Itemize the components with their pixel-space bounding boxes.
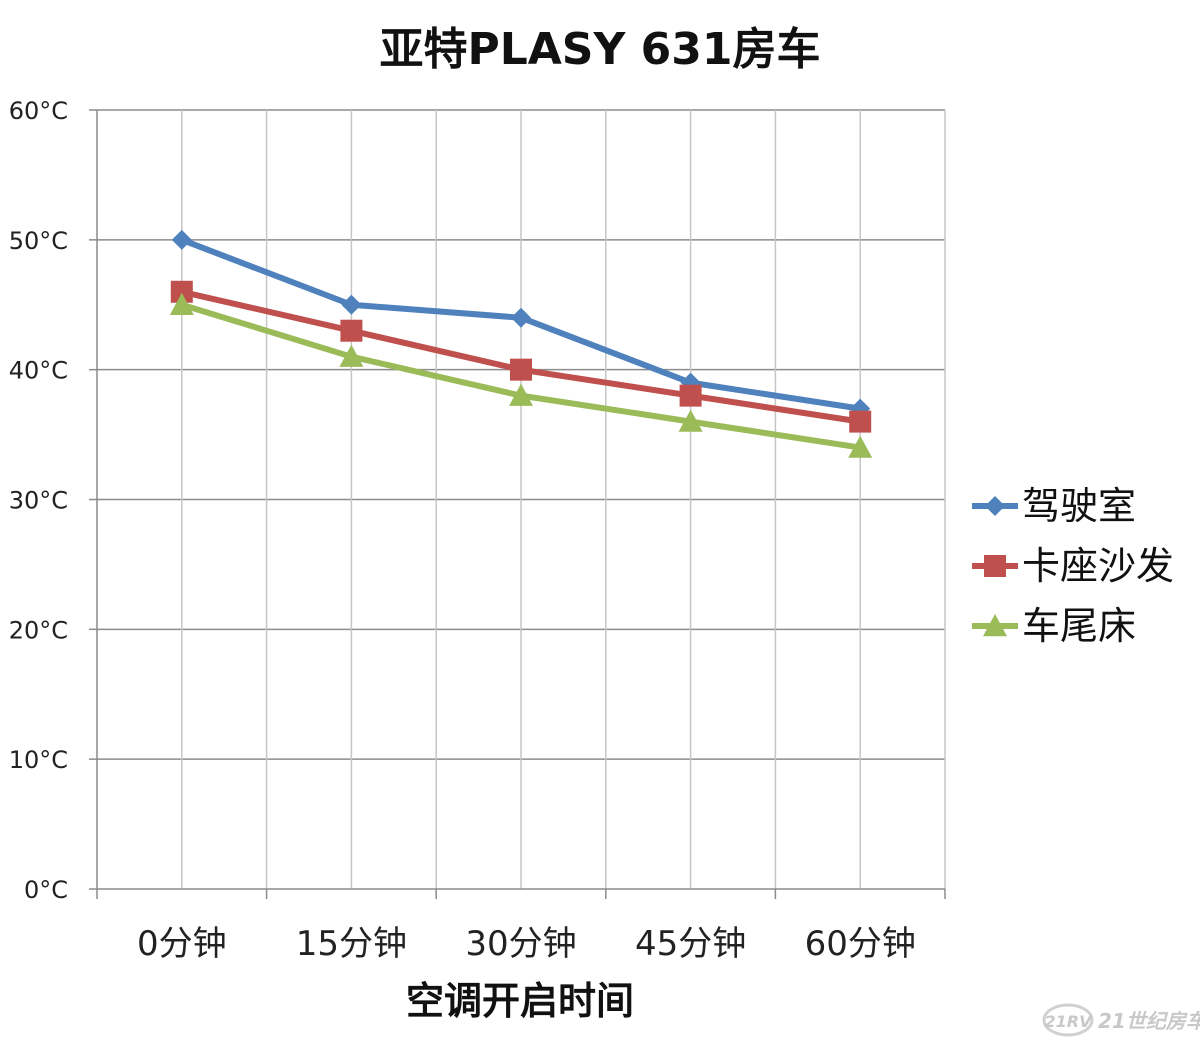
series-3	[169, 292, 873, 458]
y-tick-label: 10°C	[9, 746, 68, 774]
legend-item: 驾驶室	[972, 484, 1136, 528]
data-point	[679, 384, 702, 407]
watermark-text: 21世纪房车	[1098, 1009, 1200, 1033]
data-point	[169, 292, 194, 315]
legend-item: 卡座沙发	[972, 544, 1174, 588]
chart-title: 亚特PLASY 631房车	[379, 24, 820, 75]
data-point	[170, 280, 193, 303]
series-layer	[169, 229, 873, 458]
data-point	[340, 319, 363, 342]
data-point	[171, 229, 192, 250]
x-tick-label: 30分钟	[465, 924, 576, 964]
y-tick-label: 50°C	[9, 227, 68, 255]
y-tick-label: 20°C	[9, 616, 68, 644]
data-point	[510, 358, 532, 381]
watermark-logo: 21RV 21世纪房车	[1042, 1003, 1200, 1037]
legend-label: 卡座沙发	[1022, 544, 1174, 588]
series-2	[170, 280, 872, 433]
x-tick-label: 45分钟	[635, 924, 746, 964]
data-point	[341, 294, 362, 315]
legend-label: 驾驶室	[1022, 484, 1136, 528]
y-tick-label: 0°C	[24, 876, 68, 904]
y-axis-ticks: 0°C 10°C 20°C 30°C 40°C 50°C 60°C	[9, 97, 97, 904]
data-point	[509, 383, 533, 406]
legend-item: 车尾床	[972, 604, 1136, 648]
x-tick-label: 15分钟	[296, 924, 407, 964]
watermark-ring-icon	[1042, 1003, 1094, 1037]
y-tick-label: 30°C	[9, 487, 68, 515]
x-tick-label: 0分钟	[137, 924, 227, 964]
data-point	[848, 435, 873, 458]
legend-marker	[985, 496, 1005, 516]
data-point	[339, 344, 364, 367]
legend-marker	[984, 555, 1006, 577]
x-axis-title: 空调开启时间	[406, 979, 634, 1023]
x-tick-label: 60分钟	[805, 924, 916, 964]
data-point	[511, 307, 531, 328]
x-axis-ticks: 0分钟 15分钟 30分钟 45分钟 60分钟	[96, 889, 946, 964]
grid-lines	[97, 109, 946, 889]
legend-label: 车尾床	[1022, 604, 1136, 648]
y-tick-label: 60°C	[9, 97, 68, 125]
y-tick-label: 40°C	[9, 357, 68, 385]
watermark-logo-text: 21RV	[1045, 1012, 1094, 1031]
data-point	[678, 409, 703, 432]
data-point	[849, 410, 872, 433]
legend-marker	[983, 614, 1007, 637]
series-1	[171, 229, 871, 419]
